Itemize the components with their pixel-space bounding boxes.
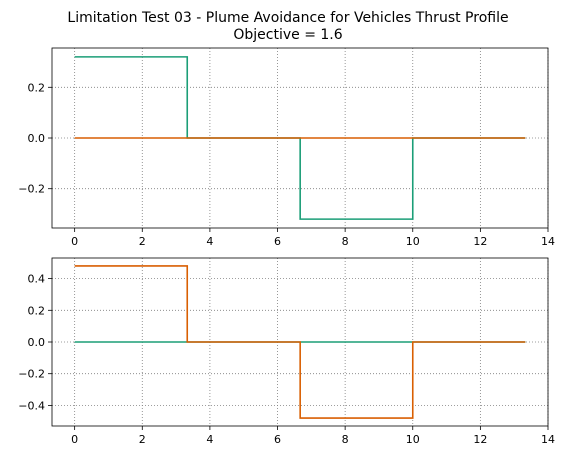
axes-frame [51,257,549,427]
y-tick-label: −0.4 [18,399,45,412]
x-tick-label: 8 [342,235,349,248]
series-line-2 [74,265,526,419]
x-tick-label: 0 [71,235,78,248]
figure-title-line-1: Limitation Test 03 - Plume Avoidance for… [67,10,508,26]
x-tick-label: 6 [274,433,281,446]
x-tick-label: 4 [206,235,213,248]
x-tick-label: 4 [206,433,213,446]
axes-container: 0 2 4 6 8 10 12 14 −0.2 0.0 0.2 0 2 4 6 8 10 12 14 −0.4 −0.2… [18,47,555,446]
x-tick-label: 14 [541,433,555,446]
y-tick-label: −0.2 [18,183,45,196]
x-tick-label: 6 [274,235,281,248]
x-tick-label: 2 [139,235,146,248]
x-tick-label: 10 [406,235,420,248]
y-tick-label: 0.4 [28,273,46,286]
subplot-2: 0 2 4 6 8 10 12 14 −0.4 −0.2 0.0 0.2 0.4 [18,257,555,446]
x-tick-label: 0 [71,433,78,446]
subplot-1: 0 2 4 6 8 10 12 14 −0.2 0.0 0.2 [18,47,555,248]
x-tick-label: 14 [541,235,555,248]
x-tick-label: 12 [473,235,487,248]
x-tick-label: 2 [139,433,146,446]
y-tick-label: 0.2 [28,304,46,317]
series-line-1 [74,56,526,220]
x-tick-label: 12 [473,433,487,446]
y-tick-label: 0.2 [28,81,46,94]
axes-frame [51,47,549,229]
y-tick-label: 0.0 [28,132,46,145]
figure-title-line-2: Objective = 1.6 [233,27,342,43]
y-tick-label: −0.2 [18,368,45,381]
x-tick-label: 10 [406,433,420,446]
x-tick-label: 8 [342,433,349,446]
y-tick-label: 0.0 [28,336,46,349]
